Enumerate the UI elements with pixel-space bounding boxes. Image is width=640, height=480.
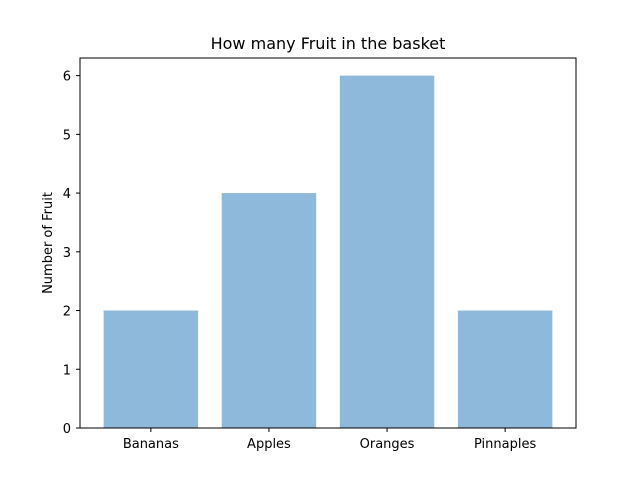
x-tick-label-bananas: Bananas	[123, 437, 179, 452]
y-tick-label: 6	[63, 70, 71, 85]
plot-frame	[79, 57, 577, 429]
y-tick-label: 1	[63, 363, 71, 378]
bar-pinnaples	[457, 310, 553, 428]
bars-group	[103, 75, 553, 429]
y-axis-title: Number of Fruit	[41, 192, 56, 294]
x-tick-label-apples: Apples	[247, 437, 291, 452]
x-tick-label-oranges: Oranges	[360, 437, 415, 452]
y-tick-label: 5	[63, 128, 71, 143]
bar-apples	[221, 193, 317, 428]
y-tick-label: 4	[63, 187, 71, 202]
x-axis-ticks: Bananas Apples Oranges Pinnaples	[123, 428, 536, 452]
y-tick-label: 0	[63, 422, 71, 437]
y-axis-ticks: 0 1 2 3 4 5 6	[63, 70, 80, 437]
bar-oranges	[339, 75, 435, 429]
x-tick-label-pinnaples: Pinnaples	[474, 437, 536, 452]
bar-bananas	[103, 310, 199, 428]
y-tick-label: 3	[63, 246, 71, 261]
y-tick-label: 2	[63, 305, 71, 320]
chart-title: How many Fruit in the basket	[211, 34, 446, 53]
